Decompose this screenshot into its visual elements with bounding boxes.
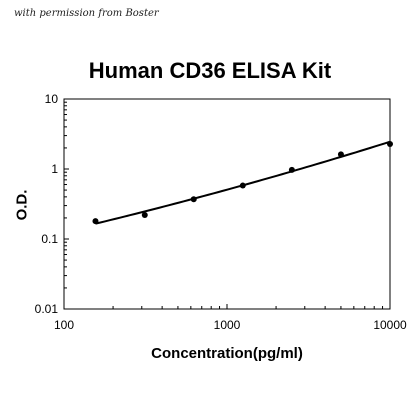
x-tick-label: 10000 [373, 318, 407, 332]
y-tick-label: 10 [45, 92, 59, 106]
x-tick-label: 1000 [214, 318, 241, 332]
chart-title: Human CD36 ELISA Kit [88, 58, 332, 83]
data-point [337, 151, 344, 158]
data-point [92, 218, 99, 225]
y-tick-label: 0.01 [35, 302, 59, 316]
x-axis-label: Concentration(pg/ml) [151, 345, 303, 362]
watermark-text: with permission from Boster [14, 8, 159, 19]
data-point [141, 212, 148, 219]
plot-frame [63, 98, 391, 310]
data-point [239, 182, 246, 189]
data-point [190, 196, 197, 203]
y-tick-label: 0.1 [41, 232, 58, 246]
x-tick-label: 100 [54, 318, 74, 332]
y-tick-label: 1 [51, 162, 58, 176]
data-point [387, 140, 393, 147]
data-point [288, 166, 295, 173]
